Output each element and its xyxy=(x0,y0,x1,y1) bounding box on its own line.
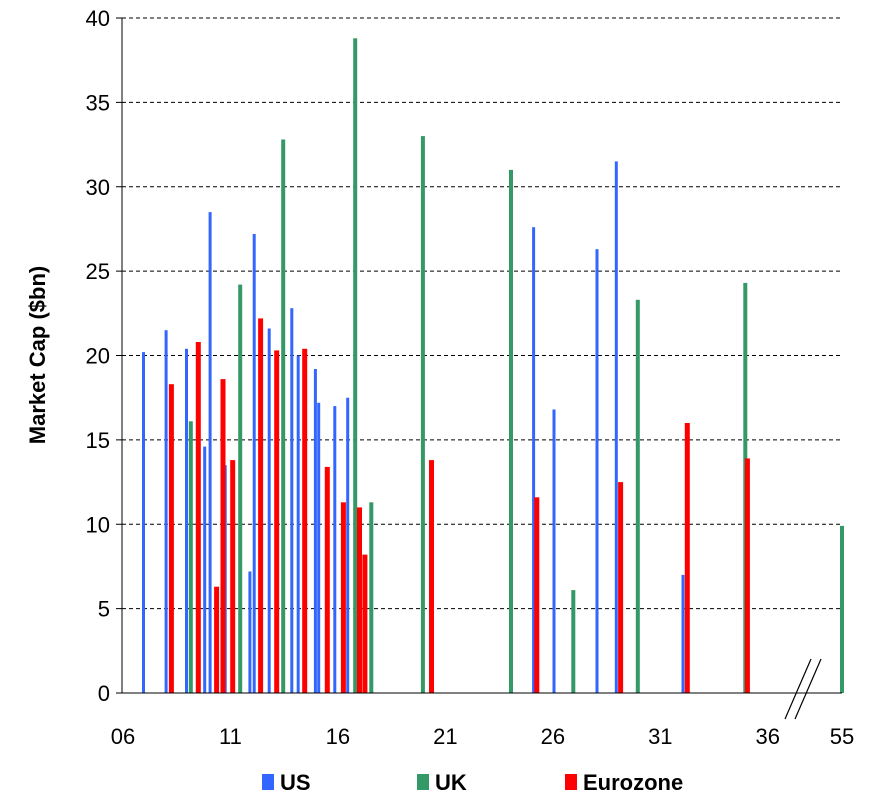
x-tick-label: 06 xyxy=(111,724,135,749)
x-tick-label: 26 xyxy=(541,724,565,749)
bar-eurozone-8 xyxy=(324,466,330,693)
y-tick-label: 10 xyxy=(86,512,110,537)
y-tick-label: 40 xyxy=(86,6,110,31)
bar-uk-5 xyxy=(420,136,425,694)
bar-us-3 xyxy=(203,446,207,693)
bar-eurozone-14 xyxy=(618,482,624,693)
axes xyxy=(121,18,842,720)
axis-break-mark xyxy=(794,658,822,720)
bar-eurozone-6 xyxy=(274,350,280,693)
bar-us-4 xyxy=(208,212,212,693)
bar-us-17 xyxy=(595,249,599,693)
legend-label-uk: UK xyxy=(435,770,467,795)
bar-uk-0 xyxy=(188,421,193,693)
x-tick-label: 16 xyxy=(326,724,350,749)
legend-label-eurozone: Eurozone xyxy=(583,770,683,795)
bar-uk-7 xyxy=(571,590,576,693)
legend: US UK Eurozone xyxy=(262,770,683,795)
bar-us-6 xyxy=(248,571,252,693)
bar-us-12 xyxy=(317,402,321,694)
bar-us-1 xyxy=(164,330,168,693)
bar-us-8 xyxy=(267,328,271,693)
bar-eurozone-15 xyxy=(684,423,690,693)
bar-eurozone-4 xyxy=(230,460,236,693)
bar-eurozone-3 xyxy=(220,379,226,693)
bar-eurozone-1 xyxy=(195,342,201,693)
legend-swatch-eurozone xyxy=(565,774,577,790)
bar-uk-10 xyxy=(840,525,844,693)
bar-us-18 xyxy=(614,161,618,693)
bar-uk-8 xyxy=(635,299,640,693)
y-tick-label: 5 xyxy=(98,597,110,622)
bar-eurozone-12 xyxy=(429,460,434,693)
legend-swatch-us xyxy=(262,774,274,790)
bar-eurozone-2 xyxy=(214,586,220,693)
bar-us-2 xyxy=(185,348,188,694)
y-axis-title: Market Cap ($bn) xyxy=(25,266,50,444)
x-tick-label: 55 xyxy=(830,724,854,749)
bar-us-0 xyxy=(142,352,145,693)
x-tick-label: 31 xyxy=(648,724,672,749)
bar-eurozone-0 xyxy=(168,384,174,693)
y-tick-label: 35 xyxy=(86,90,110,115)
legend-swatch-uk xyxy=(417,774,429,790)
legend-label-us: US xyxy=(280,770,311,795)
bar-uk-6 xyxy=(509,169,513,693)
y-tick-labels: 0 5 10 15 20 25 30 35 40 xyxy=(86,6,110,706)
bar-us-7 xyxy=(252,234,256,693)
bar-us-15 xyxy=(532,227,536,693)
bar-us-9 xyxy=(290,308,294,693)
bar-eurozone-13 xyxy=(534,497,540,694)
bar-eurozone-5 xyxy=(258,318,264,693)
y-tick-label: 15 xyxy=(86,428,110,453)
bar-eurozone-9 xyxy=(340,502,346,693)
x-tick-label: 11 xyxy=(219,724,242,749)
bar-us-19 xyxy=(681,574,685,693)
bar-uk-2 xyxy=(281,139,286,693)
y-tick-label: 0 xyxy=(98,681,110,706)
bar-us-11 xyxy=(313,369,317,693)
y-tick-label: 25 xyxy=(86,259,110,284)
x-tick-labels: 06 11 16 21 26 31 36 55 xyxy=(111,724,854,749)
x-tick-label: 36 xyxy=(756,724,780,749)
bar-uk-1 xyxy=(238,284,243,693)
bar-eurozone-10 xyxy=(357,507,362,693)
x-tick-label: 21 xyxy=(433,724,457,749)
axis-break-mark xyxy=(784,658,812,720)
bar-eurozone-16 xyxy=(744,458,750,693)
y-tick-label: 20 xyxy=(86,344,110,369)
bar-eurozone-11 xyxy=(362,554,368,693)
bar-uk-4 xyxy=(369,502,374,693)
bar-us-13 xyxy=(333,406,337,693)
bar-uk-3 xyxy=(353,38,358,694)
bar-us-10 xyxy=(296,355,300,693)
bar-us-16 xyxy=(552,409,556,693)
bar-eurozone-7 xyxy=(302,348,308,694)
bar-us-14 xyxy=(346,397,350,693)
bars-group xyxy=(142,38,844,694)
y-tick-label: 30 xyxy=(86,175,110,200)
